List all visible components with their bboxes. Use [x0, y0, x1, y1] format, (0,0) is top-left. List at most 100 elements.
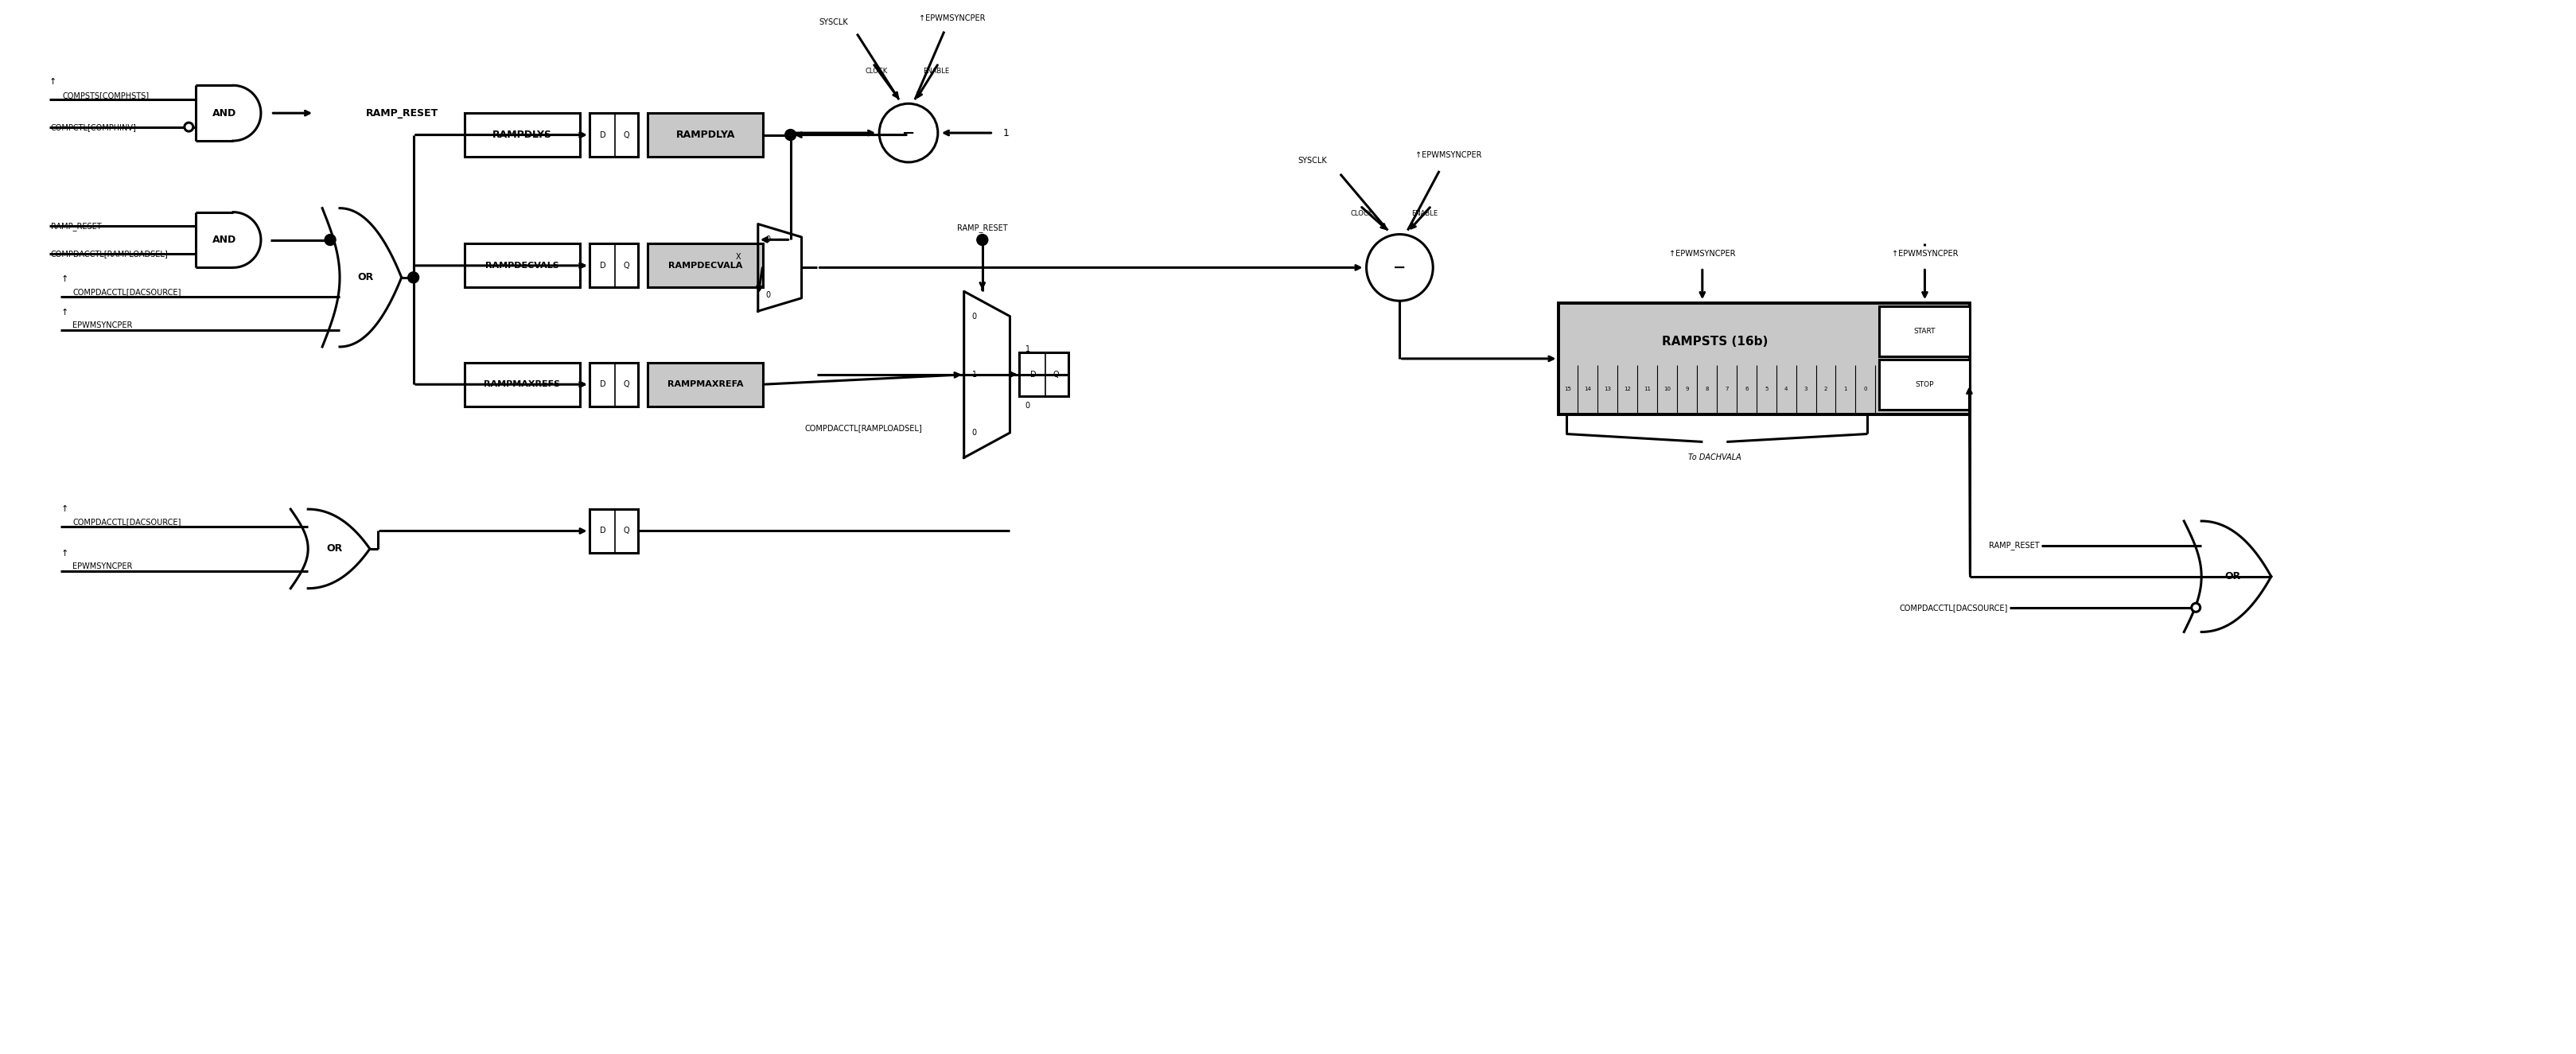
Text: 1: 1 [1002, 128, 1010, 138]
Text: ↑: ↑ [49, 78, 57, 85]
Text: 8: 8 [1705, 386, 1708, 391]
Text: 14: 14 [1584, 386, 1592, 391]
Text: RAMPSTS (16b): RAMPSTS (16b) [1662, 336, 1767, 348]
Bar [590, 509, 639, 552]
Text: 1: 1 [1025, 345, 1030, 353]
Text: SYSCLK: SYSCLK [819, 18, 848, 26]
Text: ↑: ↑ [62, 275, 70, 284]
Text: 4: 4 [1785, 386, 1788, 391]
Bar [1020, 353, 1069, 396]
Text: COMPDACCTL[RAMPLOADSEL]: COMPDACCTL[RAMPLOADSEL] [52, 250, 167, 257]
Text: 15: 15 [1564, 386, 1571, 391]
Text: 0: 0 [1862, 386, 1868, 391]
Text: OR: OR [358, 272, 374, 282]
Text: 11: 11 [1643, 386, 1651, 391]
Bar [1880, 359, 1971, 410]
Text: EPWMSYNCPER: EPWMSYNCPER [72, 321, 134, 330]
Text: 13: 13 [1605, 386, 1613, 391]
Text: OR: OR [2226, 571, 2241, 582]
Text: Q: Q [623, 261, 629, 270]
Text: RAMPDECVALA: RAMPDECVALA [667, 261, 742, 270]
Text: ↑EPWMSYNCPER: ↑EPWMSYNCPER [920, 14, 984, 22]
Text: COMPDACCTL[DACSOURCE]: COMPDACCTL[DACSOURCE] [72, 518, 180, 526]
Text: ↑EPWMSYNCPER: ↑EPWMSYNCPER [1669, 250, 1736, 258]
Text: 1: 1 [1844, 386, 1847, 391]
Text: 12: 12 [1623, 386, 1631, 391]
Text: AND: AND [211, 108, 237, 118]
Text: COMPCTL[COMPHINV]: COMPCTL[COMPHINV] [52, 123, 137, 131]
Text: 6: 6 [1744, 386, 1749, 391]
Text: D: D [600, 527, 605, 535]
Text: X: X [734, 253, 739, 261]
Circle shape [786, 130, 796, 140]
Text: RAMP_RESET: RAMP_RESET [366, 108, 438, 118]
Bar [649, 363, 762, 406]
Text: 0: 0 [1025, 402, 1030, 410]
Bar [464, 113, 580, 157]
Circle shape [407, 272, 420, 284]
Text: ↑: ↑ [62, 549, 70, 558]
Bar [590, 243, 639, 288]
Circle shape [878, 103, 938, 162]
Text: −: − [1394, 260, 1406, 275]
Text: Q: Q [623, 380, 629, 388]
Text: 0: 0 [765, 236, 770, 243]
Text: AND: AND [211, 235, 237, 245]
Text: ↑EPWMSYNCPER: ↑EPWMSYNCPER [1891, 250, 1958, 258]
Text: 10: 10 [1664, 386, 1672, 391]
Text: COMPSTS[COMPHSTS]: COMPSTS[COMPHSTS] [62, 92, 149, 99]
Text: 9: 9 [1685, 386, 1690, 391]
Text: RAMP_RESET: RAMP_RESET [958, 223, 1007, 232]
Text: 5: 5 [1765, 386, 1767, 391]
Text: RAMPDLYA: RAMPDLYA [675, 130, 734, 140]
Text: D: D [600, 380, 605, 388]
Text: 2: 2 [1824, 386, 1826, 391]
Bar [590, 363, 639, 406]
Bar [649, 243, 762, 288]
Text: Q: Q [623, 527, 629, 535]
Text: COMPDACCTL[DACSOURCE]: COMPDACCTL[DACSOURCE] [72, 288, 180, 296]
Text: To DACHVALA: To DACHVALA [1687, 453, 1741, 462]
Text: 1: 1 [971, 371, 976, 378]
Text: D: D [600, 261, 605, 270]
Text: Q: Q [1054, 370, 1059, 378]
Text: START: START [1914, 328, 1935, 335]
Text: D: D [600, 131, 605, 139]
Text: RAMPMAXREFS: RAMPMAXREFS [484, 380, 562, 388]
Text: EPWMSYNCPER: EPWMSYNCPER [72, 562, 134, 570]
Text: COMPDACCTL[DACSOURCE]: COMPDACCTL[DACSOURCE] [1899, 604, 2009, 611]
Bar [590, 113, 639, 157]
Text: ENABLE: ENABLE [1412, 210, 1437, 217]
Text: ↑EPWMSYNCPER: ↑EPWMSYNCPER [1417, 151, 1481, 159]
Text: CLOCK: CLOCK [866, 67, 886, 75]
Bar [1880, 307, 1971, 356]
Circle shape [325, 234, 335, 246]
Text: 3: 3 [1803, 386, 1808, 391]
Text: RAMP_RESET: RAMP_RESET [52, 221, 100, 231]
Text: RAMP_RESET: RAMP_RESET [1989, 541, 2040, 550]
Text: CLOCK: CLOCK [1350, 210, 1373, 217]
Text: 0: 0 [765, 292, 770, 299]
Text: 0: 0 [971, 312, 976, 320]
Text: RAMPDLYS: RAMPDLYS [492, 130, 551, 140]
Text: COMPDACCTL[RAMPLOADSEL]: COMPDACCTL[RAMPLOADSEL] [804, 425, 922, 432]
Circle shape [185, 122, 193, 132]
Text: SYSCLK: SYSCLK [1298, 157, 1327, 164]
Text: STOP: STOP [1917, 382, 1935, 388]
Bar [649, 113, 762, 157]
Bar [464, 243, 580, 288]
Text: D: D [1030, 370, 1036, 378]
Text: OR: OR [327, 544, 343, 554]
Text: ENABLE: ENABLE [922, 67, 948, 75]
Text: 0: 0 [971, 429, 976, 436]
Text: RAMPDECVALS: RAMPDECVALS [484, 261, 559, 270]
Circle shape [1365, 234, 1432, 300]
Text: Q: Q [623, 131, 629, 139]
Text: RAMPMAXREFA: RAMPMAXREFA [667, 380, 744, 388]
Text: −: − [902, 125, 914, 140]
Circle shape [976, 234, 989, 246]
Text: ↑: ↑ [62, 505, 70, 513]
Bar [464, 363, 580, 406]
Circle shape [2192, 603, 2200, 612]
Text: ↑: ↑ [62, 309, 70, 316]
